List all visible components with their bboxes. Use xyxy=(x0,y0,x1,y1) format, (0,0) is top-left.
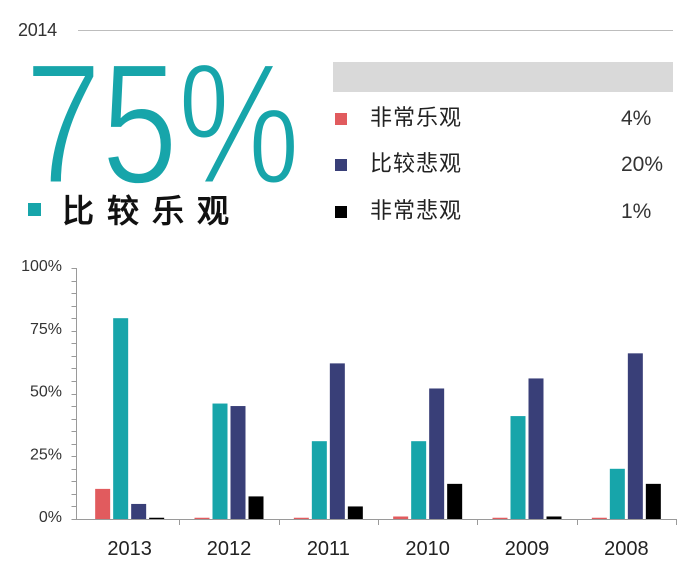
legend-swatch xyxy=(335,159,347,171)
legend-item-very-optimistic: 非常乐观 4% xyxy=(333,105,673,133)
headline-label: 比较乐观 xyxy=(62,192,243,230)
headline-value: 75% xyxy=(25,28,300,220)
bar-2010-very-pessimistic xyxy=(447,483,463,519)
bar-2011-very-pessimistic xyxy=(347,506,363,519)
bar-2010-somewhat-optimistic xyxy=(411,441,427,519)
bar-2009-very-pessimistic xyxy=(546,516,562,519)
x-tick-label: 2011 xyxy=(307,538,350,560)
x-tick-label: 2010 xyxy=(405,538,450,560)
bar-2011-somewhat-optimistic xyxy=(311,441,327,519)
legend-label: 比较悲观 xyxy=(370,152,463,177)
bar-2010-very-optimistic xyxy=(393,516,409,519)
bar-2009-somewhat-optimistic xyxy=(510,416,526,519)
y-tick-label: 50% xyxy=(30,384,62,401)
legend-item-somewhat-pessimistic: 比较悲观 20% xyxy=(333,151,673,179)
bar-2012-very-optimistic xyxy=(194,517,210,519)
y-tick-label: 0% xyxy=(39,509,62,526)
legend-value: 1% xyxy=(621,200,652,223)
legend-label: 非常悲观 xyxy=(370,199,463,224)
x-tick-label: 2013 xyxy=(107,538,152,560)
legend-swatch xyxy=(335,206,347,218)
bar-2008-very-optimistic xyxy=(591,517,607,519)
bar-2013-very-pessimistic xyxy=(149,517,165,519)
bar-2008-somewhat-pessimistic xyxy=(627,353,643,519)
bar-2008-very-pessimistic xyxy=(645,483,661,519)
bar-2012-somewhat-optimistic xyxy=(212,403,228,519)
bar-2011-very-optimistic xyxy=(293,517,309,519)
x-tick-label: 2008 xyxy=(604,538,649,560)
bar-2012-very-pessimistic xyxy=(248,496,264,519)
bar-2012-somewhat-pessimistic xyxy=(230,406,246,519)
x-tick-label: 2012 xyxy=(207,538,252,560)
y-tick-label: 25% xyxy=(30,446,62,463)
bar-chart: 0% 25% 50% 75% 100% 2013 2012 2011 2010 2009 2008 xyxy=(21,258,677,560)
bar-2013-somewhat-pessimistic xyxy=(131,503,147,519)
headline-figure: 75% xyxy=(24,27,302,222)
bar-2008-somewhat-optimistic xyxy=(609,468,625,519)
legend-value: 20% xyxy=(621,153,664,176)
legend-item-very-pessimistic: 非常悲观 1% xyxy=(333,198,673,226)
legend-value: 4% xyxy=(621,107,652,130)
bar-2013-somewhat-optimistic xyxy=(113,318,129,519)
bar-2013-very-optimistic xyxy=(95,488,111,519)
legend-header-bar xyxy=(333,62,673,92)
x-tick-label: 2009 xyxy=(505,538,550,560)
y-tick-label: 75% xyxy=(30,321,62,338)
year-label: 2014 xyxy=(18,20,57,40)
legend-swatch xyxy=(335,113,347,125)
bar-2009-somewhat-pessimistic xyxy=(528,378,544,519)
bar-2010-somewhat-pessimistic xyxy=(429,388,445,519)
y-tick-label: 100% xyxy=(21,258,62,275)
year-divider xyxy=(78,30,673,31)
legend-label: 非常乐观 xyxy=(370,106,463,131)
bar-2009-very-optimistic xyxy=(492,517,508,519)
bar-2011-somewhat-pessimistic xyxy=(329,363,345,519)
headline-swatch xyxy=(28,203,41,216)
